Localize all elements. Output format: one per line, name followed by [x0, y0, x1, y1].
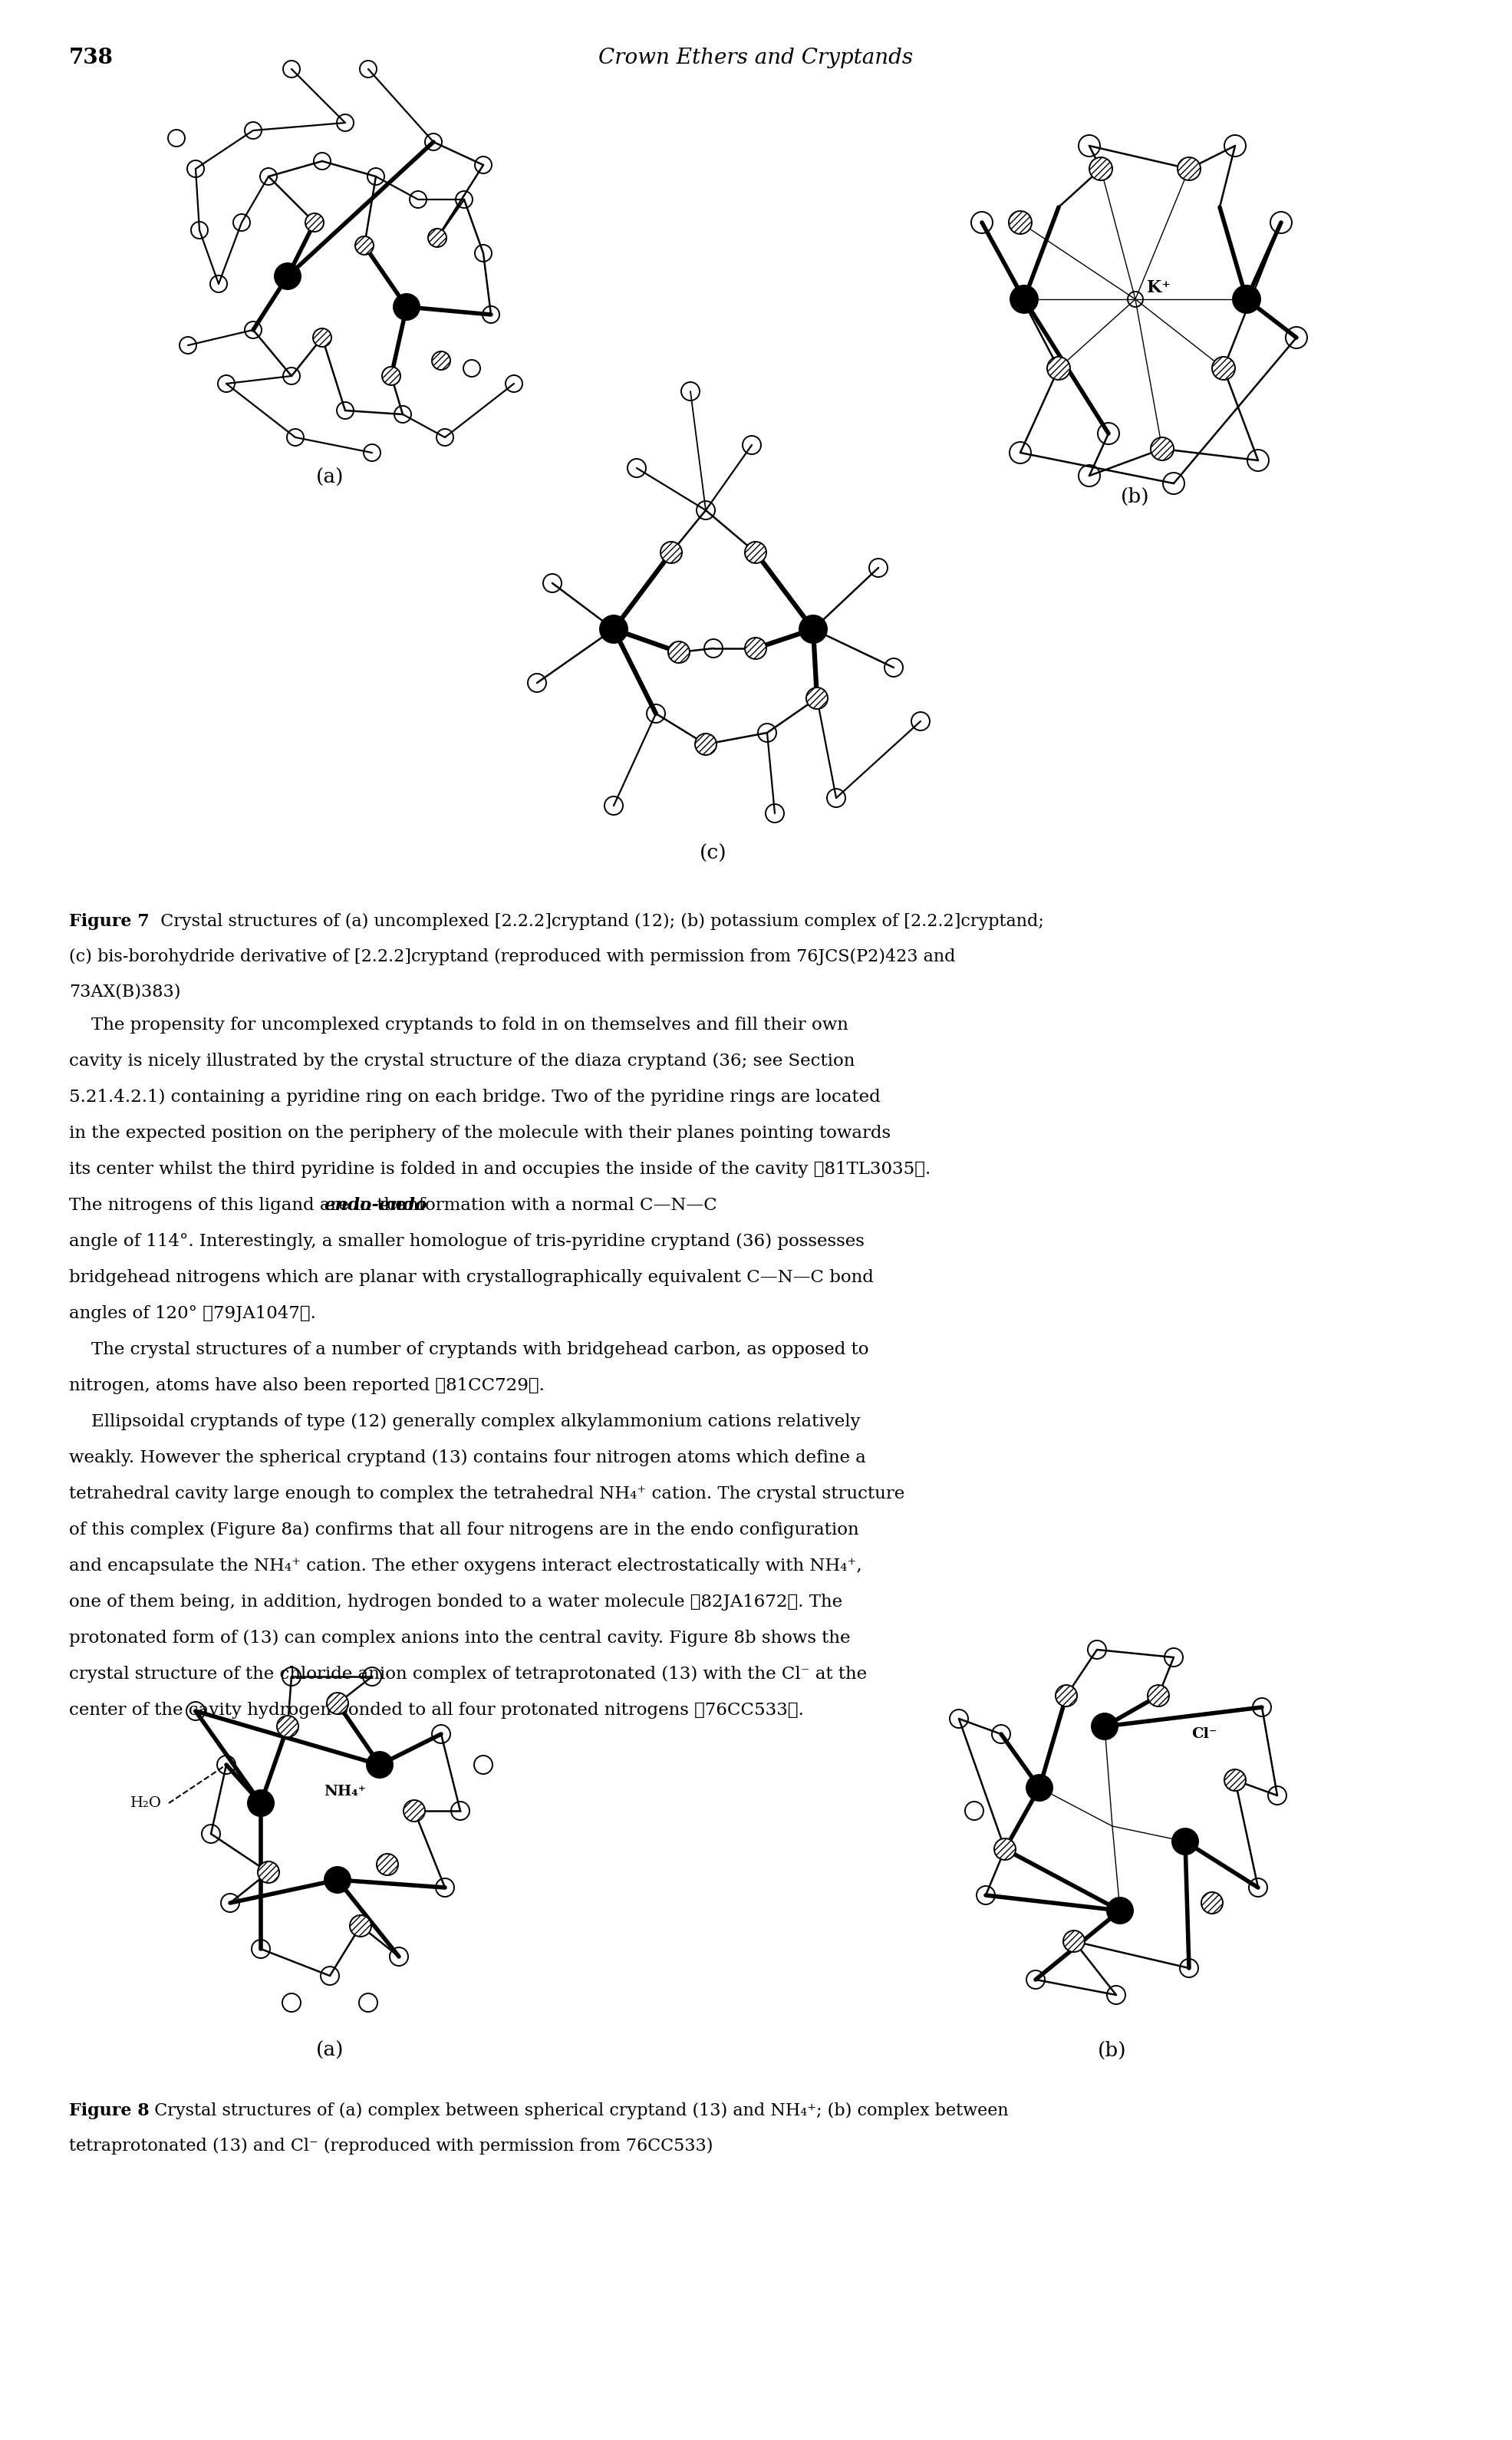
Circle shape: [1027, 1774, 1052, 1801]
Circle shape: [661, 542, 682, 564]
Text: (b): (b): [1120, 488, 1149, 508]
Text: The crystal structures of a number of cryptands with bridgehead carbon, as oppos: The crystal structures of a number of cr…: [70, 1342, 869, 1359]
Text: protonated form of (13) can complex anions into the central cavity. Figure 8b sh: protonated form of (13) can complex anio…: [70, 1630, 850, 1647]
Text: The nitrogens of this ligand are in the: The nitrogens of this ligand are in the: [70, 1198, 411, 1213]
Circle shape: [1225, 1769, 1246, 1791]
Circle shape: [1151, 437, 1173, 461]
Circle shape: [313, 329, 331, 346]
Circle shape: [1178, 156, 1201, 181]
Text: (a): (a): [316, 2040, 343, 2059]
Circle shape: [1009, 210, 1031, 234]
Circle shape: [305, 212, 324, 232]
Text: 73AX(B)383): 73AX(B)383): [70, 983, 180, 1000]
Circle shape: [349, 1915, 372, 1937]
Text: The propensity for uncomplexed cryptands to fold in on themselves and fill their: The propensity for uncomplexed cryptands…: [70, 1017, 848, 1035]
Circle shape: [1063, 1930, 1084, 1952]
Circle shape: [1048, 356, 1070, 381]
Circle shape: [1107, 1898, 1132, 1923]
Circle shape: [1092, 1713, 1117, 1740]
Text: one of them being, in addition, hydrogen bonded to a water molecule 〈82JA1672〉. : one of them being, in addition, hydrogen…: [70, 1593, 842, 1610]
Text: (c) bis-borohydride derivative of [2.2.2]cryptand (reproduced with permission fr: (c) bis-borohydride derivative of [2.2.2…: [70, 949, 956, 966]
Text: tetraprotonated (13) and Cl⁻ (reproduced with permission from 76CC533): tetraprotonated (13) and Cl⁻ (reproduced…: [70, 2137, 714, 2155]
Text: (a): (a): [316, 468, 343, 488]
Circle shape: [1202, 1891, 1223, 1913]
Circle shape: [404, 1801, 425, 1823]
Circle shape: [367, 1752, 393, 1779]
Text: center of the cavity hydrogen bonded to all four protonated nitrogens 〈76CC533〉.: center of the cavity hydrogen bonded to …: [70, 1701, 804, 1718]
Circle shape: [600, 615, 627, 644]
Text: Cl⁻: Cl⁻: [1191, 1728, 1217, 1742]
Circle shape: [393, 293, 420, 320]
Circle shape: [745, 637, 767, 659]
Text: Ellipsoidal cryptands of type (12) generally complex alkylammonium cations relat: Ellipsoidal cryptands of type (12) gener…: [70, 1413, 860, 1430]
Circle shape: [1055, 1686, 1077, 1706]
Text: Crystal structures of (a) complex between spherical cryptand (13) and NH₄⁺; (b) : Crystal structures of (a) complex betwee…: [144, 2103, 1009, 2120]
Circle shape: [806, 688, 827, 710]
Text: Figure 7: Figure 7: [70, 913, 150, 930]
Circle shape: [668, 642, 689, 664]
Circle shape: [432, 351, 451, 371]
Circle shape: [327, 1693, 348, 1715]
Text: 738: 738: [70, 46, 113, 68]
Text: tetrahedral cavity large enough to complex the tetrahedral NH₄⁺ cation. The crys: tetrahedral cavity large enough to compl…: [70, 1486, 904, 1503]
Text: endo-endo: endo-endo: [324, 1198, 426, 1213]
Text: Crown Ethers and Cryptands: Crown Ethers and Cryptands: [599, 46, 913, 68]
Text: its center whilst the third pyridine is folded in and occupies the inside of the: its center whilst the third pyridine is …: [70, 1161, 931, 1179]
Text: and encapsulate the NH₄⁺ cation. The ether oxygens interact electrostatically wi: and encapsulate the NH₄⁺ cation. The eth…: [70, 1557, 862, 1574]
Text: 5.21.4.2.1) containing a pyridine ring on each bridge. Two of the pyridine rings: 5.21.4.2.1) containing a pyridine ring o…: [70, 1088, 880, 1105]
Circle shape: [376, 1854, 398, 1876]
Text: cavity is nicely illustrated by the crystal structure of the diaza cryptand (36;: cavity is nicely illustrated by the crys…: [70, 1052, 854, 1069]
Text: crystal structure of the chloride anion complex of tetraprotonated (13) with the: crystal structure of the chloride anion …: [70, 1667, 866, 1684]
Text: of this complex (Figure 8a) confirms that all four nitrogens are in the endo con: of this complex (Figure 8a) confirms tha…: [70, 1523, 859, 1540]
Text: bridgehead nitrogens which are planar with crystallographically equivalent C—N—C: bridgehead nitrogens which are planar wi…: [70, 1269, 874, 1286]
Circle shape: [277, 1715, 298, 1737]
Text: conformation with a normal C—N—C: conformation with a normal C—N—C: [381, 1198, 717, 1213]
Circle shape: [1213, 356, 1235, 381]
Circle shape: [1232, 285, 1261, 312]
Text: Crystal structures of (a) uncomplexed [2.2.2]cryptand (12); (b) potassium comple: Crystal structures of (a) uncomplexed [2…: [150, 913, 1043, 930]
Text: K⁺: K⁺: [1146, 278, 1170, 295]
Text: angles of 120° 〈79JA1047〉.: angles of 120° 〈79JA1047〉.: [70, 1305, 316, 1322]
Circle shape: [745, 542, 767, 564]
Text: angle of 114°. Interestingly, a smaller homologue of tris-pyridine cryptand (36): angle of 114°. Interestingly, a smaller …: [70, 1232, 865, 1249]
Circle shape: [248, 1791, 274, 1815]
Text: in the expected position on the periphery of the molecule with their planes poin: in the expected position on the peripher…: [70, 1125, 891, 1142]
Text: Figure 8: Figure 8: [70, 2103, 150, 2120]
Circle shape: [995, 1837, 1016, 1859]
Circle shape: [1148, 1686, 1169, 1706]
Circle shape: [696, 734, 717, 754]
Circle shape: [800, 615, 827, 644]
Circle shape: [1172, 1828, 1198, 1854]
Circle shape: [325, 1867, 351, 1893]
Text: weakly. However the spherical cryptand (13) contains four nitrogen atoms which d: weakly. However the spherical cryptand (…: [70, 1449, 866, 1466]
Circle shape: [257, 1862, 280, 1884]
Circle shape: [383, 366, 401, 386]
Circle shape: [1010, 285, 1037, 312]
Text: (b): (b): [1098, 2040, 1126, 2059]
Text: NH₄⁺: NH₄⁺: [324, 1784, 366, 1798]
Text: H₂O: H₂O: [130, 1796, 162, 1810]
Circle shape: [428, 229, 446, 246]
Text: nitrogen, atoms have also been reported 〈81CC729〉.: nitrogen, atoms have also been reported …: [70, 1376, 544, 1393]
Circle shape: [1089, 156, 1113, 181]
Circle shape: [355, 237, 373, 254]
Circle shape: [275, 264, 301, 290]
Text: (c): (c): [700, 844, 727, 864]
